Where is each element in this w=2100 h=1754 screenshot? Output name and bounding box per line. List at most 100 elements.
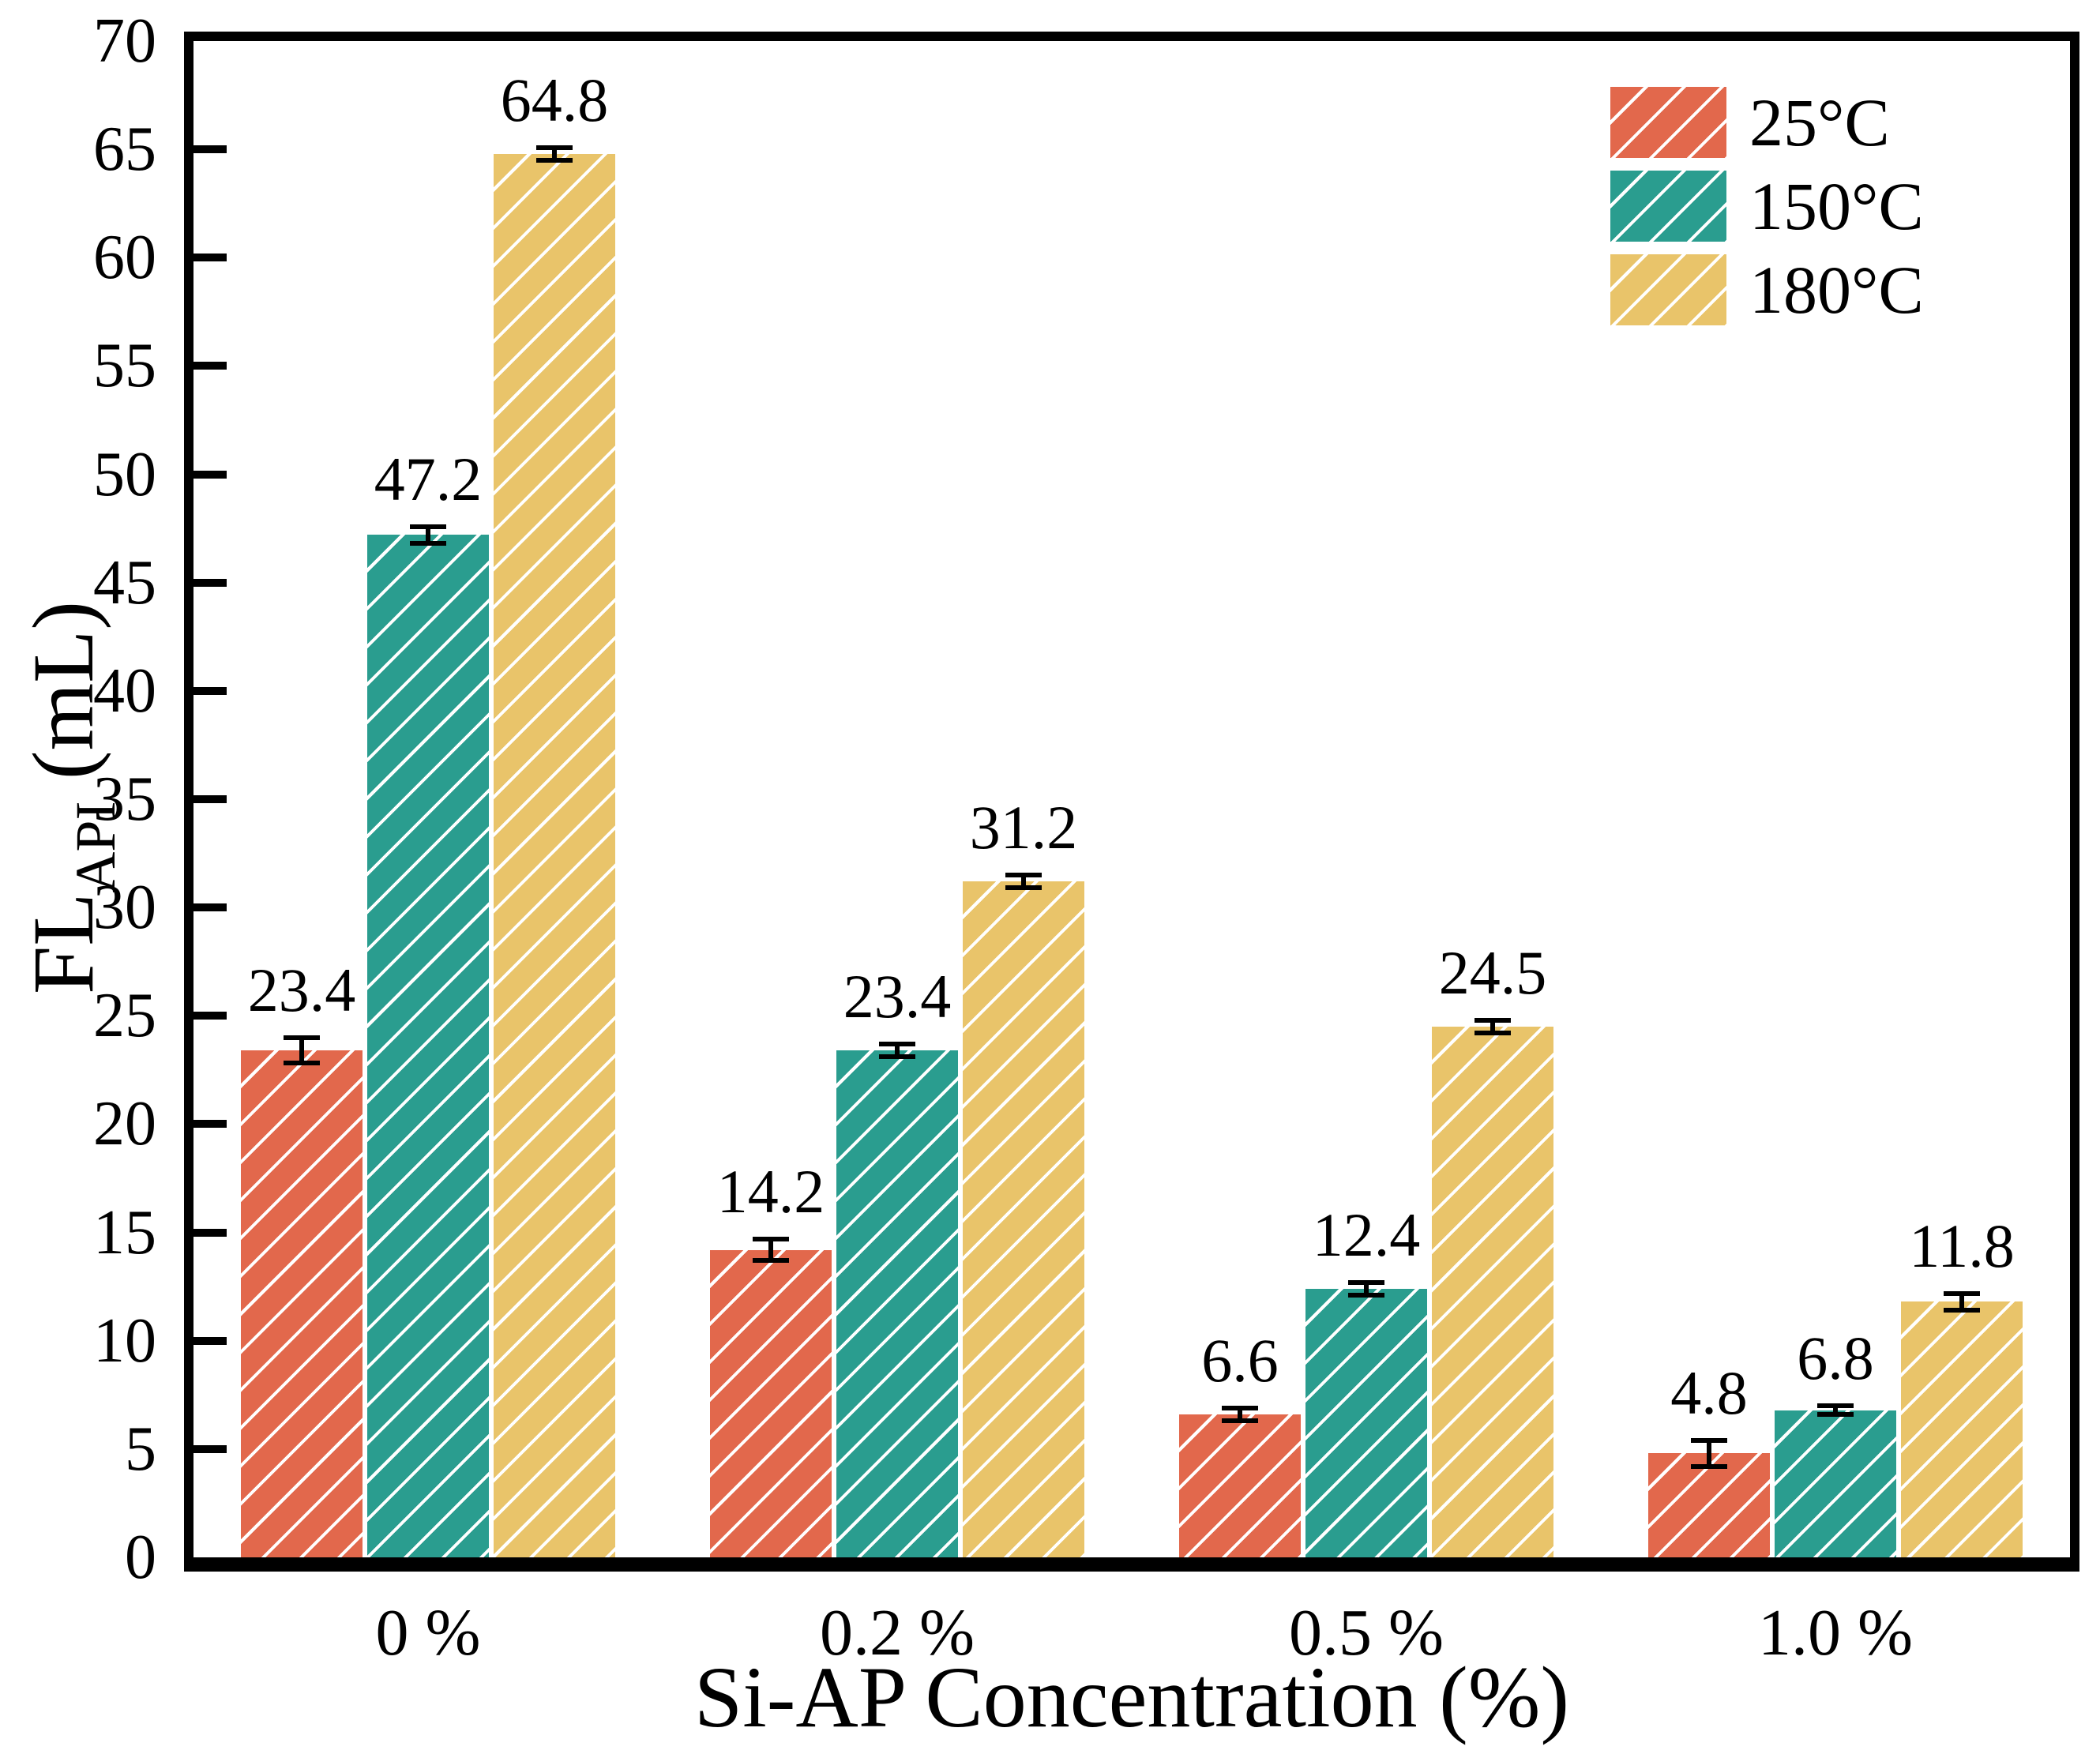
error-bar-g1-s1 [879,1042,915,1060]
error-bar-cap-bottom [536,157,573,163]
y-tick-label: 35 [93,764,156,834]
bar-g1-s0: 14.2 [710,1159,832,1557]
bar-group-3: 4.8 6.8 11.8 [1648,1213,2023,1557]
error-bar-stem [1490,1018,1495,1035]
legend-label-0: 25°C [1749,85,1890,160]
y-tick-label: 40 [93,655,156,726]
value-label-g1-s0: 14.2 [716,1157,825,1226]
legend-swatch-1 [1610,171,1726,242]
y-axis-tick [193,1228,227,1237]
bar-g3-s0: 4.8 [1648,1361,1770,1557]
y-axis-tick [193,686,227,695]
error-bar-cap-bottom [879,1054,915,1060]
y-tick-label: 20 [93,1089,156,1159]
y-axis-tick [193,470,227,479]
value-label-g2-s0: 6.6 [1201,1326,1279,1395]
error-bar-cap-top [1475,1018,1511,1023]
error-bar-cap-bottom [1222,1418,1258,1423]
error-bar-stem [895,1042,900,1060]
error-bar-cap-top [536,145,573,150]
y-axis-tick [193,1444,227,1453]
error-bar-stem [299,1035,304,1066]
error-bar-g0-s1 [410,524,446,546]
y-axis-tick [193,1336,227,1345]
error-bar-cap-bottom [1944,1308,1980,1313]
y-axis-tick [193,254,227,262]
y-tick-label: 5 [125,1414,156,1484]
error-bar-stem [1238,1406,1242,1423]
error-bar-stem [1364,1279,1369,1298]
error-bar-g2-s0 [1222,1406,1258,1423]
error-bar-cap-top [1348,1279,1384,1285]
error-bar-cap-bottom [1691,1463,1727,1469]
error-bar-cap-bottom [1005,885,1042,891]
bar-group-2: 6.6 12.4 24.5 [1179,941,1553,1557]
bar-g0-s2: 64.8 [494,67,615,1557]
value-label-g2-s2: 24.5 [1438,938,1547,1008]
x-category-label-0: 0 % [375,1596,481,1669]
error-bar-g3-s2 [1944,1290,1980,1313]
y-axis-tick [193,362,227,370]
y-tick-label: 50 [93,439,156,509]
y-tick-label: 10 [93,1305,156,1376]
legend-label-2: 180°C [1749,252,1924,328]
error-bar-cap-bottom [410,541,446,546]
y-tick-label: 60 [93,223,156,293]
y-tick-label: 30 [93,873,156,943]
value-label-g0-s2: 64.8 [500,65,609,134]
error-bar-g0-s2 [536,145,573,163]
y-axis-tick [193,1120,227,1129]
bar-g3-s1: 6.8 [1775,1326,1896,1557]
y-tick-label: 0 [125,1523,156,1592]
bar-g1-s1: 23.4 [836,964,958,1557]
error-bar-cap-top [410,524,446,529]
y-tick-label: 55 [93,331,156,401]
error-bar-stem [552,145,557,163]
bar-g0-s1: 47.2 [367,446,489,1557]
error-bar-cap-bottom [1475,1030,1511,1035]
value-label-g3-s1: 6.8 [1797,1324,1874,1393]
error-bar-cap-top [1944,1290,1980,1296]
error-bar-cap-bottom [753,1257,789,1263]
y-axis-title-unit: (mL) [15,601,111,802]
value-label-g3-s0: 4.8 [1670,1358,1748,1428]
error-bar-cap-top [1817,1403,1854,1409]
error-bar-g2-s1 [1348,1279,1384,1298]
y-axis-tick [193,1012,227,1020]
y-axis-title: FLAPI (mL) [15,601,127,994]
error-bar-cap-top [1691,1438,1727,1444]
bar-g2-s0: 6.6 [1179,1328,1301,1557]
x-category-label-1: 0.2 % [820,1596,975,1669]
error-bar-stem [426,524,430,546]
y-tick-label: 65 [93,115,156,185]
y-axis-title-subscript: API [64,801,127,893]
error-bar-cap-top [879,1042,915,1047]
value-label-g2-s1: 12.4 [1312,1200,1421,1269]
error-bar-g3-s1 [1817,1403,1854,1417]
error-bar-cap-bottom [1348,1292,1384,1298]
bar-group-1: 14.2 23.4 31.2 [710,795,1084,1557]
bar-g1-s2: 31.2 [963,795,1084,1557]
error-bar-stem [1021,873,1026,891]
error-bar-g2-s2 [1475,1018,1511,1035]
y-tick-label: 70 [93,6,156,76]
error-bar-stem [768,1237,773,1263]
bar-g2-s2: 24.5 [1432,941,1553,1557]
value-label-g3-s2: 11.8 [1909,1211,2015,1280]
bar-g2-s1: 12.4 [1305,1202,1427,1557]
error-bar-stem [1707,1438,1711,1469]
value-label-g1-s2: 31.2 [969,793,1078,862]
bar-group-0: 23.4 47.2 64.8 [241,67,615,1557]
error-bar-g3-s0 [1691,1438,1727,1469]
legend-swatch-2 [1610,254,1726,325]
y-tick-label: 15 [93,1197,156,1268]
y-tick-label: 25 [93,981,156,1051]
y-axis-title-main: FL [15,892,111,994]
x-category-label-3: 1.0 % [1758,1596,1913,1669]
x-category-label-2: 0.5 % [1289,1596,1444,1669]
error-bar-cap-top [753,1237,789,1242]
plot-area: 23.4 47.2 64.8 14.2 23.4 31.2 6.6 12.4 24.5 4.8 6.… [193,41,2070,1557]
error-bar-cap-bottom [1817,1411,1854,1417]
y-tick-label: 45 [93,547,156,618]
legend-label-1: 150°C [1749,168,1924,244]
